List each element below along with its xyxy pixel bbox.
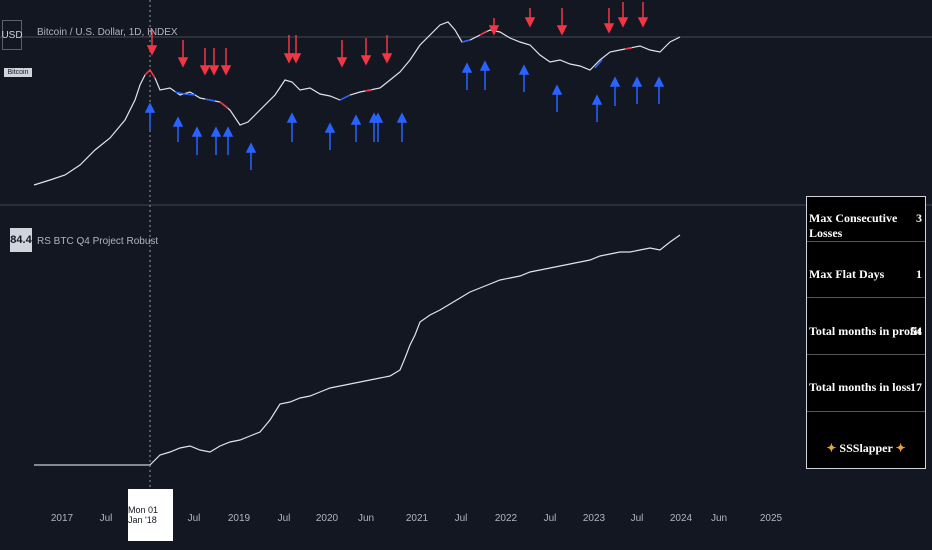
stat-label: Total months in loss bbox=[809, 380, 911, 394]
x-tick: 2024 bbox=[669, 513, 693, 524]
x-tick: 2021 bbox=[405, 513, 429, 524]
stat-label: Total months in profit bbox=[809, 324, 922, 338]
brand-text: SSSlapper bbox=[839, 441, 893, 455]
stat-label: Max Consecutive Losses bbox=[809, 211, 898, 240]
sell-segment bbox=[144, 68, 156, 79]
buy-arrow bbox=[324, 122, 336, 150]
buy-arrow bbox=[609, 76, 621, 106]
x-tick: Jun bbox=[357, 513, 375, 524]
buy-arrow bbox=[245, 142, 257, 170]
buy-segment bbox=[204, 98, 216, 102]
divider bbox=[807, 411, 925, 412]
x-tick: Jul bbox=[277, 513, 291, 524]
sell-arrow bbox=[617, 2, 629, 28]
divider bbox=[807, 354, 925, 355]
buy-arrow bbox=[144, 102, 156, 130]
sell-arrow bbox=[290, 35, 302, 64]
buy-arrow bbox=[286, 112, 298, 142]
sell-arrow bbox=[220, 48, 232, 76]
equity-curve bbox=[149, 234, 681, 466]
price-series bbox=[33, 21, 681, 186]
buy-segment bbox=[339, 94, 351, 101]
buy-arrow bbox=[551, 84, 563, 112]
sell-arrow bbox=[199, 48, 211, 76]
brand-label: ✦ SSSlapper ✦ bbox=[807, 441, 925, 456]
divider bbox=[807, 297, 925, 298]
main-series-title[interactable]: Bitcoin / U.S. Dollar, 1D, INDEX bbox=[37, 27, 178, 38]
sell-arrow bbox=[360, 38, 372, 66]
currency-chip[interactable]: USD bbox=[1, 20, 23, 50]
buy-arrow bbox=[591, 94, 603, 122]
buy-arrow bbox=[479, 60, 491, 90]
sell-arrow bbox=[556, 8, 568, 36]
buy-signals bbox=[144, 60, 665, 170]
sell-arrow bbox=[177, 40, 189, 68]
x-tick: 2022 bbox=[494, 513, 518, 524]
sell-arrow bbox=[381, 35, 393, 64]
buy-arrow bbox=[172, 116, 184, 142]
stat-value: 17 bbox=[910, 380, 922, 394]
buy-segment bbox=[461, 39, 471, 43]
buy-segment bbox=[594, 59, 603, 69]
stat-label: Max Flat Days bbox=[809, 267, 885, 281]
x-tick: 2019 bbox=[227, 513, 251, 524]
buy-arrow bbox=[653, 76, 665, 104]
indicator-title[interactable]: RS BTC Q4 Project Robust bbox=[37, 236, 159, 247]
sell-arrow bbox=[283, 35, 295, 64]
x-tick: 2023 bbox=[582, 513, 606, 524]
stats-table: Max Consecutive Losses 3 Max Flat Days 1… bbox=[806, 196, 926, 469]
sell-segment bbox=[364, 89, 373, 92]
buy-arrow bbox=[350, 114, 362, 142]
x-tick: Jul bbox=[99, 513, 113, 524]
sell-arrow bbox=[208, 48, 220, 76]
divider bbox=[807, 241, 925, 242]
x-tick: Jul bbox=[630, 513, 644, 524]
x-tick: 2025 bbox=[759, 513, 783, 524]
x-tick: Jul bbox=[454, 513, 468, 524]
buy-arrow bbox=[210, 126, 222, 155]
sell-segment bbox=[624, 47, 633, 50]
buy-arrow bbox=[518, 64, 530, 92]
buy-arrow bbox=[191, 126, 203, 155]
x-tick: Jul bbox=[187, 513, 201, 524]
sell-arrow bbox=[336, 40, 348, 68]
x-tick: 2020 bbox=[315, 513, 339, 524]
sell-signals bbox=[146, 2, 649, 76]
buy-arrow bbox=[222, 126, 234, 155]
sell-arrow bbox=[637, 2, 649, 28]
crosshair-date-label: Mon 01 Jan '18 bbox=[128, 489, 173, 541]
sell-segment bbox=[219, 101, 229, 109]
buy-segment bbox=[174, 91, 196, 96]
x-tick: Jun bbox=[710, 513, 728, 524]
sell-segment bbox=[479, 30, 488, 36]
sell-arrow bbox=[146, 30, 158, 56]
x-tick: Jul bbox=[543, 513, 557, 524]
sell-arrow bbox=[524, 8, 536, 28]
flame-icon: ✦ bbox=[826, 441, 837, 455]
sell-arrow bbox=[603, 8, 615, 34]
buy-arrow bbox=[461, 62, 473, 90]
buy-arrow bbox=[372, 112, 384, 142]
buy-arrow bbox=[396, 112, 408, 142]
stat-value: 54 bbox=[910, 324, 922, 338]
sell-arrow bbox=[488, 18, 500, 36]
price-label-chip: Bitcoin bbox=[4, 68, 32, 77]
flame-icon: ✦ bbox=[895, 441, 906, 455]
stat-value: 3 bbox=[916, 211, 922, 225]
x-tick: 2017 bbox=[50, 513, 74, 524]
stat-value: 1 bbox=[916, 267, 922, 281]
indicator-value-chip: 484.44 bbox=[4, 228, 38, 252]
buy-arrow bbox=[631, 76, 643, 104]
